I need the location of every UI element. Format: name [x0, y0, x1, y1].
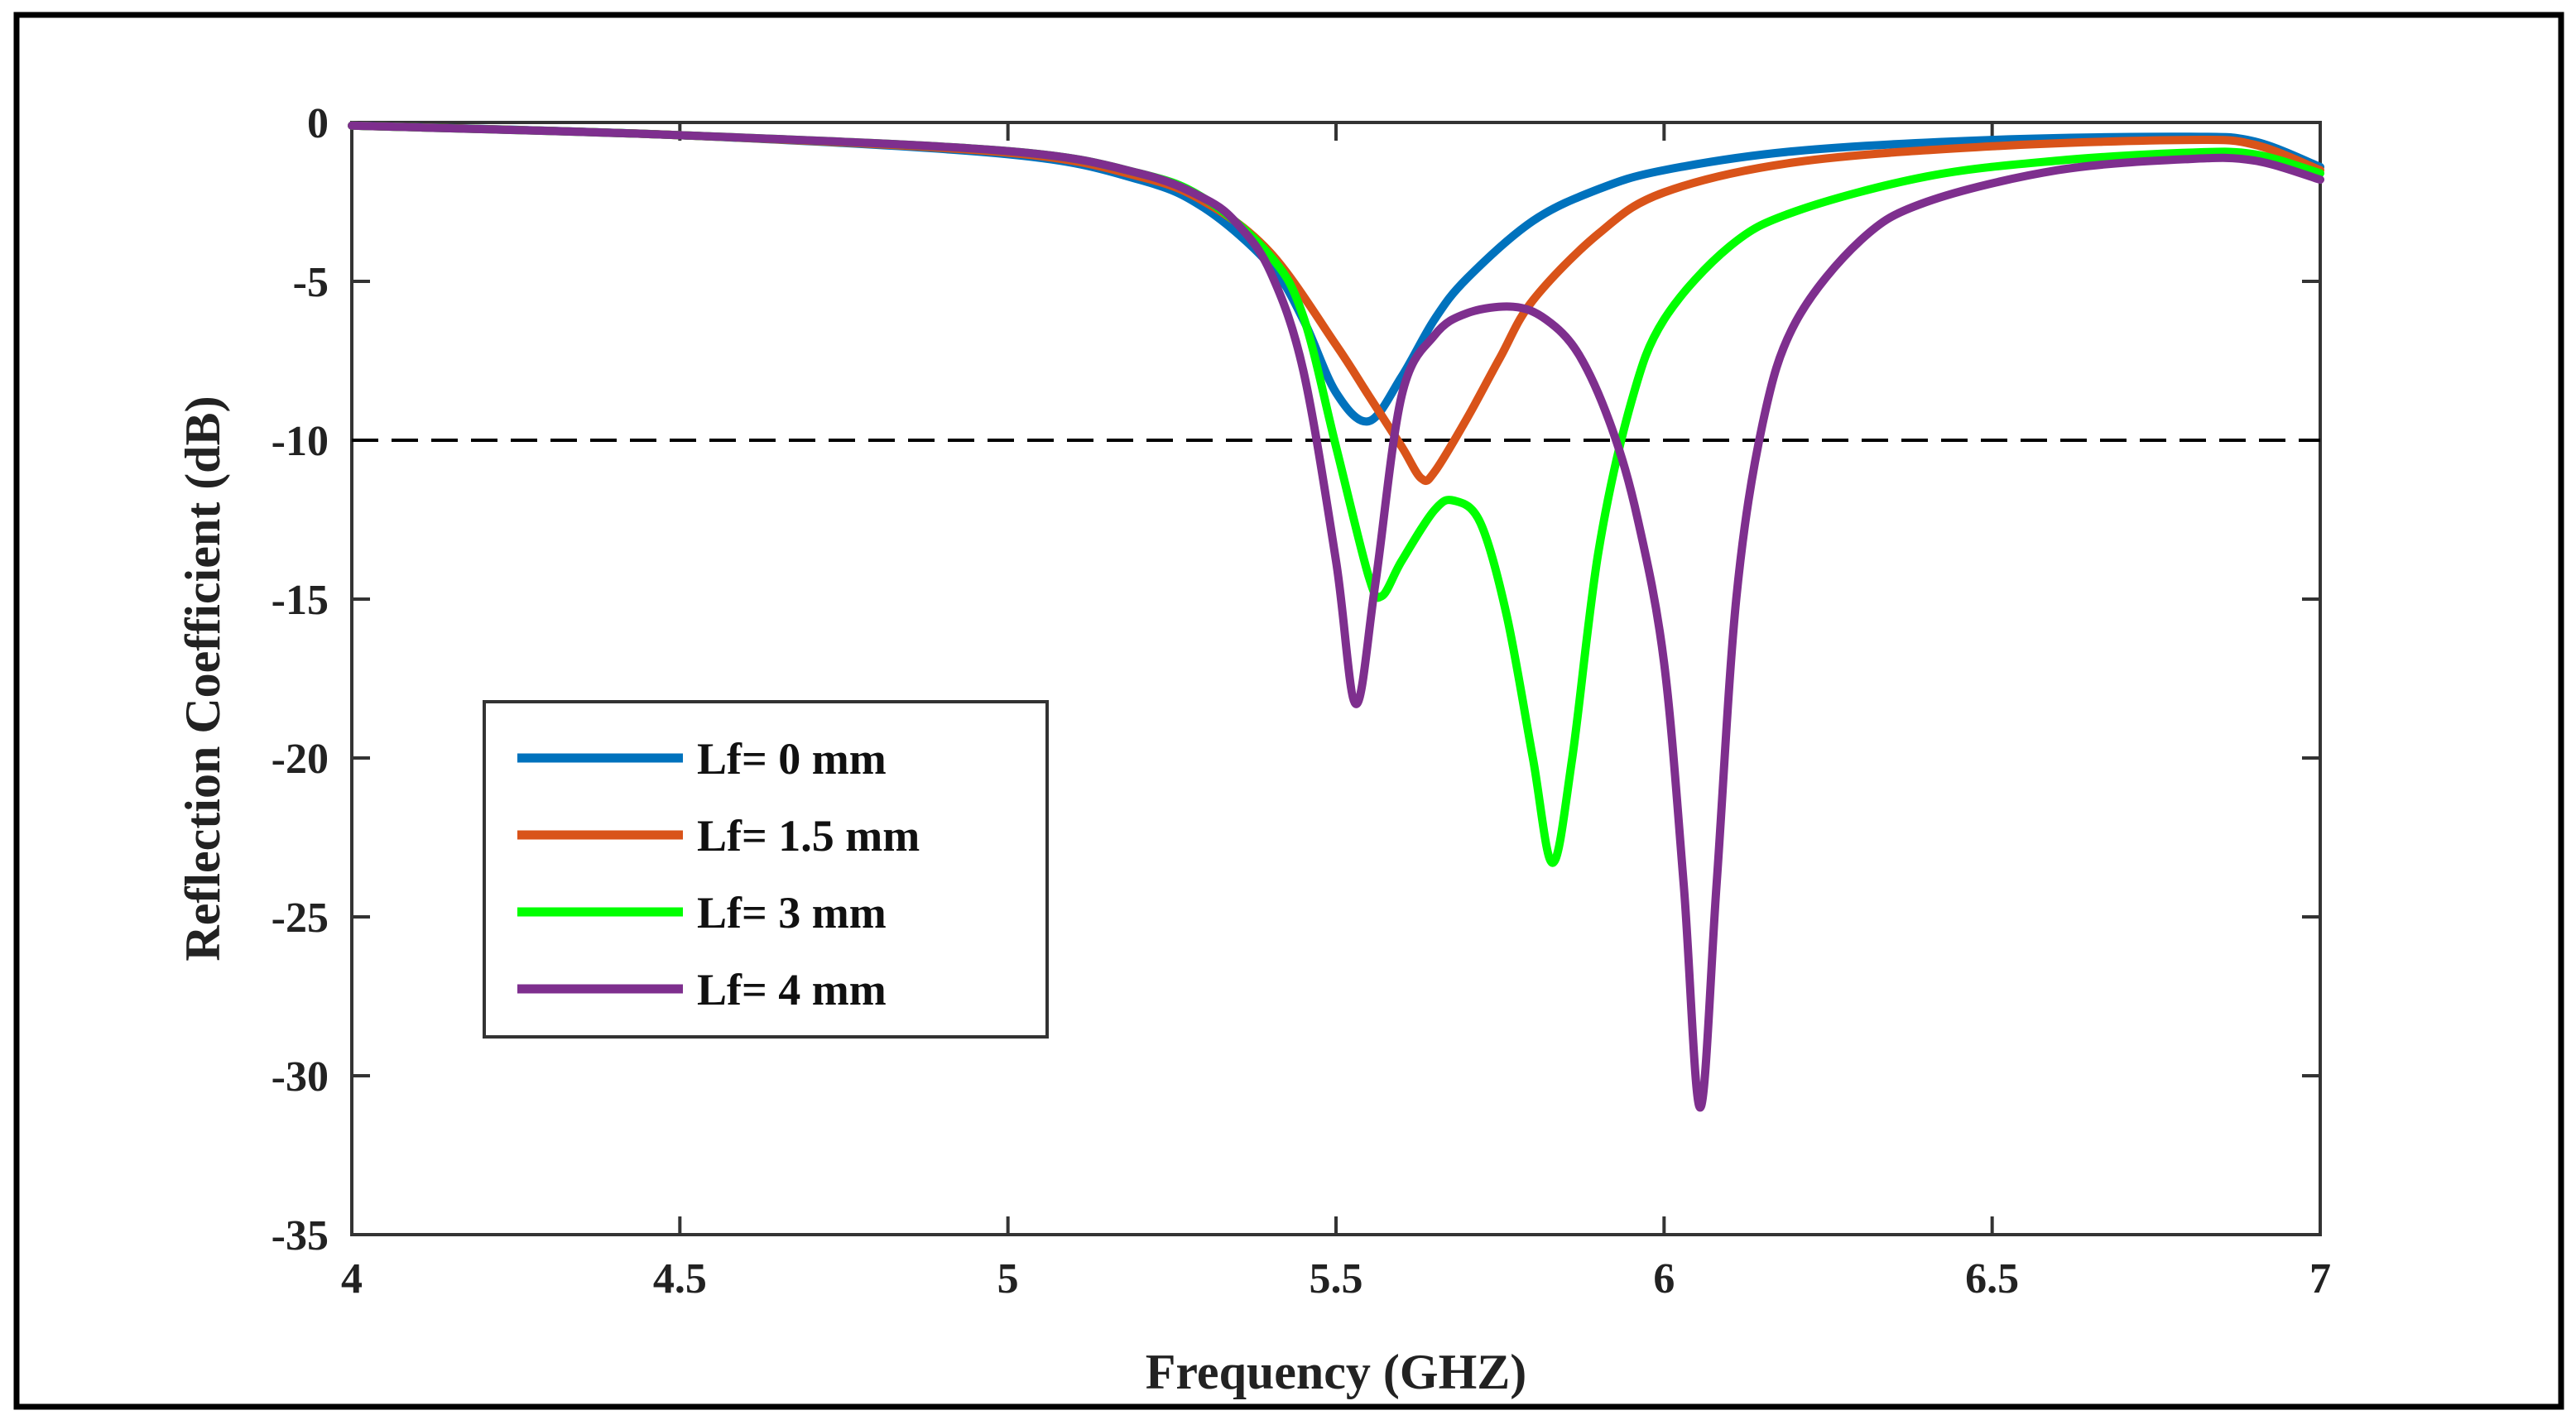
y-tick-label: -15 [272, 577, 329, 624]
x-tick-label: 6.5 [1965, 1255, 2019, 1302]
x-axis-title: Frequency (GHZ) [1146, 1345, 1527, 1399]
x-tick-label: 4 [341, 1255, 363, 1302]
x-tick-label: 5.5 [1310, 1255, 1363, 1302]
series-lines [348, 121, 2324, 1112]
x-tick-label: 5 [997, 1255, 1019, 1302]
legend-label: Lf= 4 mm [697, 965, 887, 1015]
y-tick-label: 0 [307, 100, 329, 147]
x-tick-label: 4.5 [653, 1255, 707, 1302]
y-axis: 0 -5 -10 -15 -20 -25 -30 -35 [272, 100, 2320, 1259]
y-tick-label: -25 [272, 895, 329, 942]
legend-label: Lf= 1.5 mm [697, 811, 920, 861]
legend-label: Lf= 0 mm [697, 734, 887, 784]
legend: Lf= 0 mm Lf= 1.5 mm Lf= 3 mm Lf= 4 mm [483, 700, 1049, 1039]
y-tick-label: -35 [272, 1212, 329, 1259]
y-tick-label: -5 [293, 259, 329, 306]
y-tick-label: -20 [272, 736, 329, 783]
plot-area [350, 121, 2322, 1236]
x-axis: 4 4.5 5 5.5 6 6.5 7 [341, 122, 2331, 1302]
x-tick-label: 7 [2309, 1255, 2331, 1302]
legend-label: Lf= 3 mm [697, 888, 887, 938]
x-tick-label: 6 [1653, 1255, 1675, 1302]
series-line-3 [348, 121, 2324, 1112]
y-axis-title: Reflection Coefficient (dB) [175, 396, 230, 961]
y-tick-label: -10 [272, 418, 329, 465]
y-tick-label: -30 [272, 1053, 329, 1101]
